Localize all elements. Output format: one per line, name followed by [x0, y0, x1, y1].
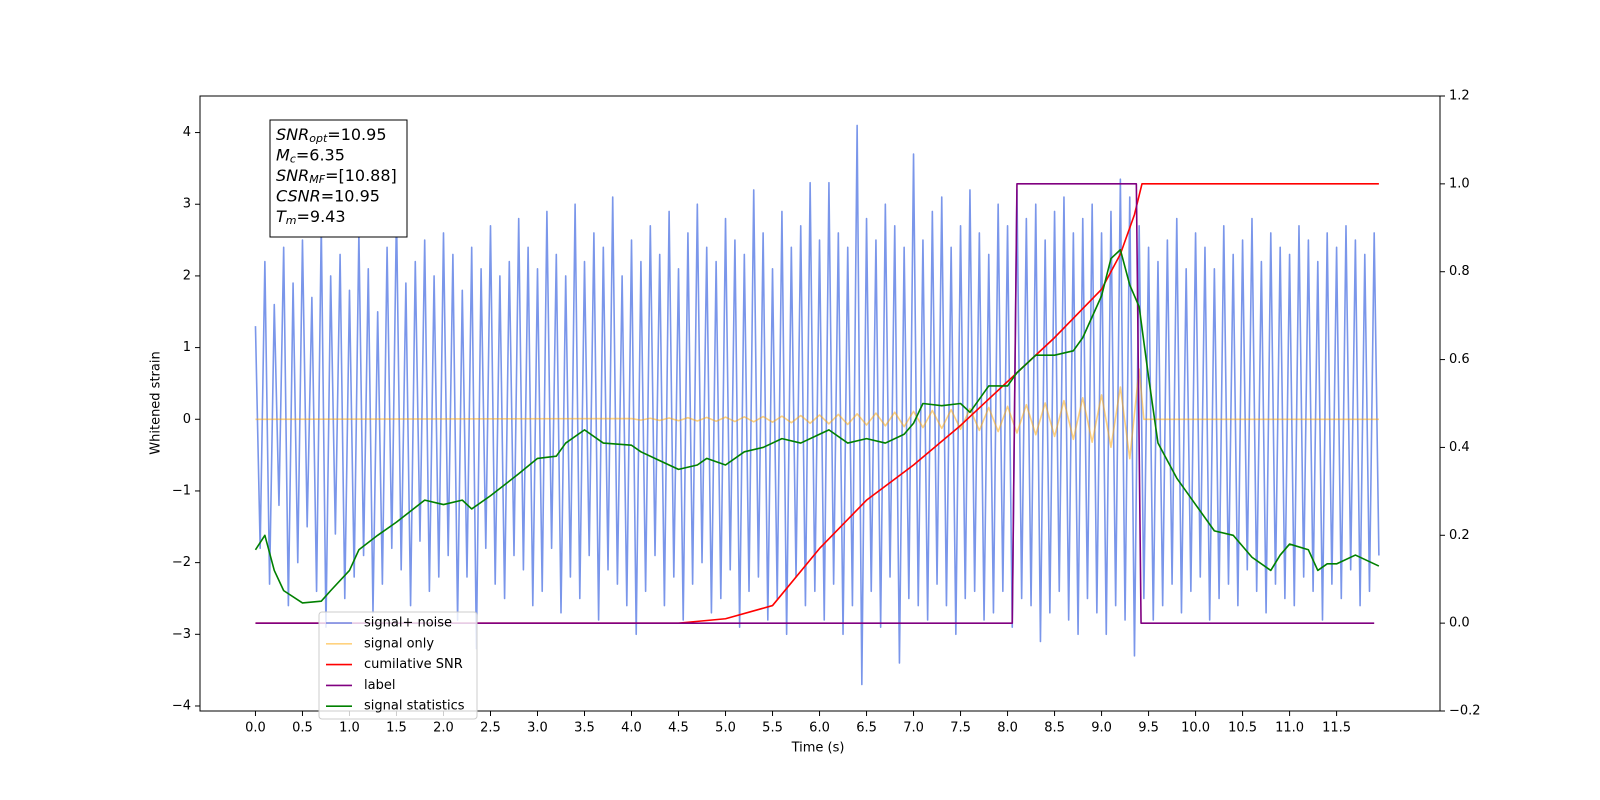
legend-label: signal+ noise: [364, 616, 452, 631]
legend: signal+ noise signal only cumilative SNR la…: [318, 611, 478, 720]
annotation-subscript: m: [286, 214, 297, 227]
x-tick-label: 10.5: [1228, 721, 1257, 736]
x-tick-label: 3.5: [574, 721, 595, 736]
x-tick-label: 2.0: [433, 721, 454, 736]
x-tick-label: 5.5: [762, 721, 783, 736]
x-tick-label: 0.5: [292, 721, 313, 736]
y2-tick-label: 0.6: [1449, 352, 1470, 367]
series-line: [255, 183, 1375, 624]
x-tick-label: 10.0: [1181, 721, 1210, 736]
annotation-value: =6.35: [296, 145, 345, 164]
series-line: [254, 248, 1380, 604]
y2-tick-label: 0.2: [1449, 528, 1470, 543]
x-tick-label: 9.5: [1138, 721, 1159, 736]
x-tick-label: 8.5: [1044, 721, 1065, 736]
y2-tick-label: 0.0: [1449, 616, 1470, 631]
annotation-symbol: SNR: [276, 166, 309, 185]
annotation-line: SNRMF=[10.88]: [276, 166, 397, 187]
annotation: SNRopt=10.95Mc=6.35SNRMF=[10.88]CSNR=10.…: [269, 119, 408, 238]
y-tick-label: 1: [183, 340, 191, 355]
y-tick-label: −3: [172, 627, 191, 642]
annotation-line: SNRopt=10.95: [276, 125, 387, 146]
x-tick-label: 6.5: [856, 721, 877, 736]
y-tick-label: 3: [183, 197, 191, 212]
y2-tick-label: 1.0: [1449, 176, 1470, 191]
annotation-box: [269, 119, 408, 238]
x-tick-label: 3.0: [527, 721, 548, 736]
legend-box: [318, 611, 478, 720]
legend-label: signal only: [364, 636, 434, 651]
x-tick-label: 1.5: [386, 721, 407, 736]
x-tick-label: 8.0: [997, 721, 1018, 736]
y2-tick-label: 0.4: [1449, 440, 1470, 455]
legend-label: signal statistics: [364, 699, 465, 714]
annotation-symbol: M: [276, 145, 290, 164]
annotation-subscript: c: [290, 153, 296, 166]
annotation-line: Mc=6.35: [276, 145, 345, 166]
annotation-symbol: SNR: [276, 125, 309, 144]
annotation-line: CSNR=10.95: [276, 186, 380, 205]
x-tick-label: 6.0: [809, 721, 830, 736]
annotation-line: Tm=9.43: [276, 207, 346, 228]
series-line: [255, 368, 1379, 460]
legend-label: label: [364, 678, 395, 693]
y-tick-label: 4: [183, 125, 191, 140]
x-tick-label: 0.0: [245, 721, 266, 736]
x-tick-label: 4.0: [621, 721, 642, 736]
annotation-value: =10.95: [327, 125, 386, 144]
x-axis-label: Time (s): [791, 741, 845, 756]
annotation-subscript: MF: [309, 173, 325, 186]
x-tick-label: 9.0: [1091, 721, 1112, 736]
annotation-symbol: T: [276, 207, 287, 226]
x-tick-label: 7.5: [950, 721, 971, 736]
y-tick-label: −1: [172, 483, 191, 498]
y-tick-label: −4: [172, 698, 191, 713]
y-tick-label: 0: [183, 412, 191, 427]
y2-tick-label: 1.2: [1449, 89, 1470, 104]
annotation-value: =10.95: [321, 186, 380, 205]
annotation-value: =[10.88]: [325, 166, 397, 185]
annotation-symbol: CSNR: [276, 186, 321, 205]
y2-tick-label: −0.2: [1449, 704, 1481, 719]
annotation-subscript: opt: [309, 132, 328, 145]
x-tick-label: 1.0: [339, 721, 360, 736]
y-tick-label: 2: [183, 268, 191, 283]
x-tick-label: 11.0: [1275, 721, 1304, 736]
annotation-value: =9.43: [297, 207, 346, 226]
x-tick-label: 4.5: [668, 721, 689, 736]
x-tick-label: 7.0: [903, 721, 924, 736]
y-axis-label: Whitened strain: [149, 351, 164, 454]
y-tick-label: −2: [172, 555, 191, 570]
series-line: [254, 124, 1380, 686]
y2-tick-label: 0.8: [1449, 264, 1470, 279]
x-tick-label: 5.0: [715, 721, 736, 736]
legend-label: cumilative SNR: [364, 657, 463, 672]
plot-area: [254, 124, 1380, 686]
series-line: [255, 183, 1379, 624]
x-tick-label: 2.5: [480, 721, 501, 736]
x-tick-label: 11.5: [1322, 721, 1351, 736]
